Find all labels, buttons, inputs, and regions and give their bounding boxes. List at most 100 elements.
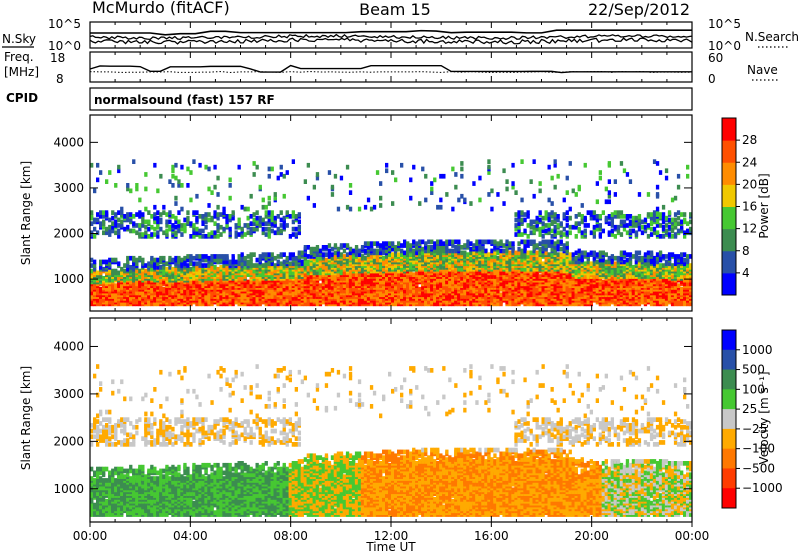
power-cell	[102, 230, 106, 236]
power-cell	[246, 254, 250, 259]
power-cell	[99, 221, 103, 226]
power-cell	[315, 245, 320, 250]
power-cell	[192, 274, 196, 279]
power-cell	[186, 288, 190, 294]
power-cell	[132, 255, 136, 261]
power-cell	[385, 241, 389, 246]
power-cell	[135, 297, 139, 303]
power-cell	[99, 170, 103, 175]
power-cell	[108, 290, 112, 296]
power-cell	[406, 246, 410, 252]
noise-left-label: N.Sky	[2, 32, 36, 46]
power-cell	[93, 226, 97, 232]
power-cell	[171, 173, 175, 179]
noise-tick-right-top: 10^5	[708, 17, 741, 31]
power-cell	[228, 217, 232, 223]
power-cell	[264, 226, 268, 232]
power-cell	[574, 214, 578, 219]
power-cell	[123, 268, 127, 274]
power-cell	[571, 265, 575, 270]
power-cell	[511, 266, 515, 272]
power-cell	[99, 214, 103, 219]
power-cell	[478, 197, 482, 203]
power-cell	[93, 277, 97, 283]
power-cell	[264, 232, 268, 237]
power-cell	[171, 223, 175, 228]
power-cell	[559, 252, 563, 257]
power-cell	[375, 170, 380, 175]
power-cell	[529, 224, 533, 230]
power-cell	[490, 283, 494, 288]
power-cell	[330, 184, 335, 190]
power-cell	[526, 250, 530, 256]
power-cell	[517, 250, 521, 256]
power-cell	[318, 283, 323, 288]
power-cell	[222, 226, 226, 232]
power-cell	[237, 164, 241, 170]
power-cell	[526, 239, 530, 245]
power-cell	[120, 206, 124, 212]
power-cell	[126, 212, 130, 217]
power-cell	[553, 184, 557, 190]
power-cell	[553, 212, 557, 217]
power-cell	[565, 241, 569, 246]
power-cell	[523, 212, 527, 217]
power-cell	[460, 193, 464, 199]
power-cell	[574, 221, 578, 226]
power-cell	[177, 226, 181, 232]
power-cell	[204, 164, 208, 170]
power-cell	[553, 215, 557, 221]
power-cell	[195, 226, 199, 232]
power-cell	[490, 239, 494, 245]
power-cell	[538, 226, 542, 232]
power-cell	[523, 281, 527, 287]
power-cell	[258, 299, 262, 305]
power-cell	[234, 259, 238, 265]
power-cell	[225, 214, 229, 219]
power-cell	[156, 219, 160, 225]
power-cell	[342, 270, 347, 276]
power-cell	[351, 254, 356, 259]
power-cell	[258, 215, 262, 221]
power-cell	[90, 274, 94, 279]
power-cell	[385, 248, 389, 254]
power-cell	[147, 279, 151, 285]
power-cell	[291, 261, 296, 267]
power-cell	[574, 259, 578, 265]
power-cell	[195, 230, 199, 236]
power-cell	[198, 162, 202, 168]
power-cell	[463, 197, 467, 203]
power-cell	[550, 228, 554, 234]
power-cell	[135, 257, 139, 263]
power-cell	[562, 276, 566, 281]
power-cell	[120, 223, 124, 228]
power-cell	[141, 257, 145, 263]
nave-label: Nave	[747, 63, 778, 77]
power-cell	[126, 255, 130, 261]
power-cell	[348, 283, 353, 288]
power-cell	[135, 212, 139, 217]
power-cell	[144, 219, 148, 225]
power-cell	[547, 223, 551, 228]
power-cell	[255, 215, 259, 221]
power-cell	[553, 162, 557, 168]
power-cell	[183, 259, 187, 265]
power-cell	[219, 265, 223, 270]
power-cell	[379, 203, 383, 208]
power-cell	[391, 252, 395, 257]
power-cell	[201, 263, 205, 268]
power-cell	[439, 245, 443, 250]
power-cell	[159, 255, 163, 261]
power-cell	[415, 250, 419, 256]
power-cell	[430, 190, 434, 195]
power-cell	[111, 257, 115, 263]
power-cell	[511, 245, 515, 250]
power-cell	[120, 210, 124, 215]
power-cell	[339, 285, 344, 290]
power-cell	[442, 255, 446, 261]
power-cell	[577, 184, 581, 190]
power-cell	[255, 263, 259, 268]
power-cell	[538, 181, 542, 186]
power-cell	[379, 279, 383, 285]
